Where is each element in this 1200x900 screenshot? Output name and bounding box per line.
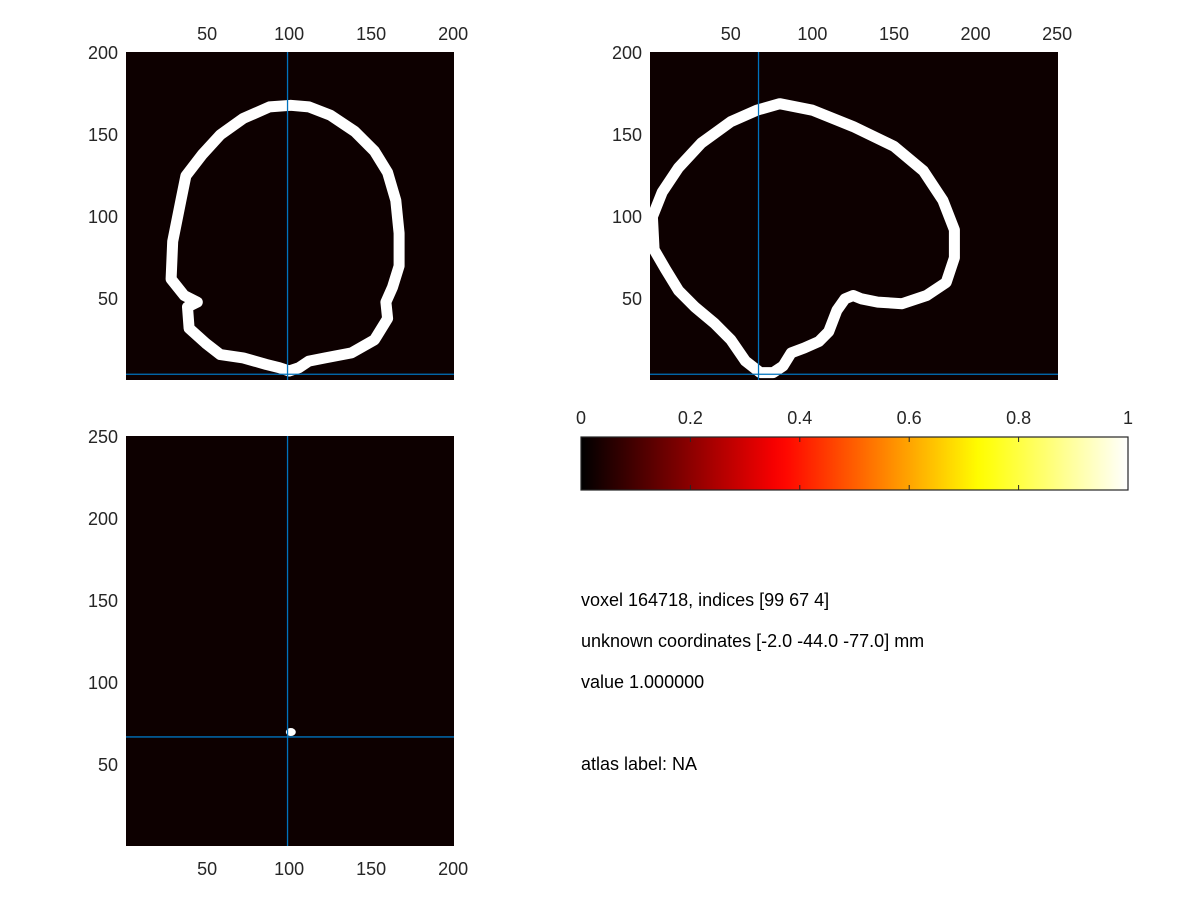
x-tick-label: 200: [961, 24, 991, 44]
y-tick-label: 200: [612, 43, 642, 63]
colorbar-tick-label: 0.2: [678, 408, 703, 428]
x-tick-label: 50: [197, 859, 217, 879]
y-tick-label: 150: [612, 125, 642, 145]
colorbar-tick-label: 0.6: [897, 408, 922, 428]
brain-outline: [165, 99, 405, 377]
colorbar-frame: [580, 436, 1129, 491]
value-text: value 1.000000: [581, 672, 705, 692]
colorbar-tick-label: 1: [1123, 408, 1133, 428]
y-tick-label: 250: [88, 427, 118, 447]
x-tick-label: 150: [879, 24, 909, 44]
y-tick-label: 50: [98, 755, 118, 775]
atlas-label-text: atlas label: NA: [581, 754, 698, 774]
colorbar-tick-label: 0: [576, 408, 586, 428]
y-tick-label: 50: [98, 289, 118, 309]
x-tick-label: 250: [1042, 24, 1072, 44]
y-tick-label: 100: [612, 207, 642, 227]
y-tick-label: 200: [88, 509, 118, 529]
y-tick-label: 150: [88, 125, 118, 145]
x-tick-label: 200: [438, 859, 468, 879]
x-tick-label: 100: [274, 24, 304, 44]
x-tick-label: 150: [356, 24, 386, 44]
y-tick-label: 200: [88, 43, 118, 63]
x-tick-label: 100: [274, 859, 304, 879]
y-tick-label: 100: [88, 673, 118, 693]
slice-image: [126, 436, 454, 846]
sagittal-slice-panel[interactable]: 50 100 150 200 250 50 100 150 200: [612, 24, 1072, 380]
colorbar-tick-label: 0.4: [787, 408, 812, 428]
coordinates-text: unknown coordinates [-2.0 -44.0 -77.0] m…: [581, 631, 925, 651]
x-tick-label: 150: [356, 859, 386, 879]
x-tick-label: 100: [797, 24, 827, 44]
activation-blob: [285, 728, 296, 737]
colorbar-tick-label: 0.8: [1006, 408, 1031, 428]
y-tick-label: 50: [622, 289, 642, 309]
slice-image: [650, 52, 1058, 380]
axial-slice-panel[interactable]: 50 100 150 200 50 100 150 200: [88, 24, 468, 380]
y-tick-label: 150: [88, 591, 118, 611]
voxel-indices-text: voxel 164718, indices [99 67 4]: [581, 590, 830, 610]
coronal-slice-panel[interactable]: 50 100 150 200 50 100 150 200 250: [88, 427, 468, 879]
x-tick-label: 50: [197, 24, 217, 44]
colorbar-gradient: [581, 437, 1128, 490]
y-tick-label: 100: [88, 207, 118, 227]
x-tick-label: 50: [721, 24, 741, 44]
colorbar: 0 0.2 0.4 0.6 0.8 1: [576, 408, 1133, 491]
x-tick-label: 200: [438, 24, 468, 44]
brain-outline: [646, 98, 960, 379]
